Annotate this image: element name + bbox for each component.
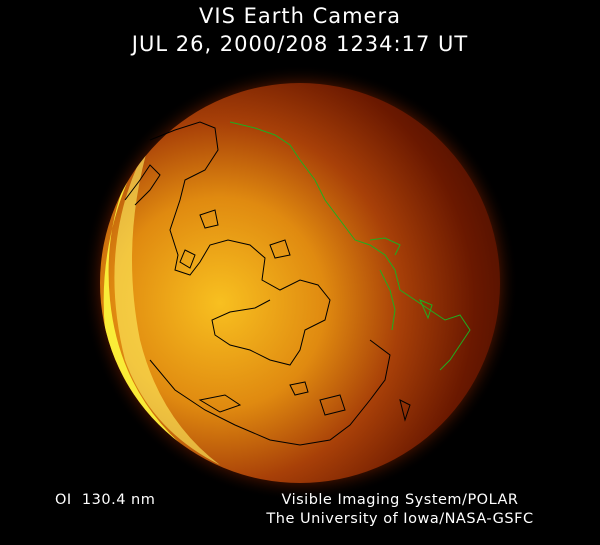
image-title: VIS Earth Camera xyxy=(199,4,401,28)
instrument-credit: Visible Imaging System/POLAR xyxy=(281,492,519,508)
coastlines-dayside xyxy=(124,121,411,446)
wavelength-label: OI 130.4 nm xyxy=(55,492,156,508)
bright-dayside-crescent xyxy=(103,120,200,460)
earth-disk xyxy=(100,83,500,483)
observation-timestamp: JUL 26, 2000/208 1234:17 UT xyxy=(131,32,469,56)
institution-credit: The University of Iowa/NASA-GSFC xyxy=(266,511,534,527)
dayside-glow xyxy=(114,140,220,465)
coastlines-nightside xyxy=(229,121,471,371)
